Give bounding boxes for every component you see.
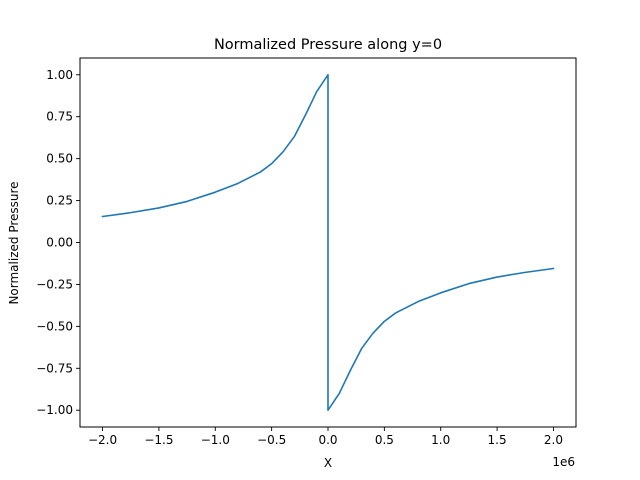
x-tick-label: −1.5 xyxy=(144,433,173,447)
y-tick-label: −0.25 xyxy=(36,277,73,291)
x-tick-label: 0.0 xyxy=(318,433,337,447)
x-tick-label: −0.5 xyxy=(257,433,286,447)
chart-title: Normalized Pressure along y=0 xyxy=(214,37,442,53)
y-tick-label: 1.00 xyxy=(46,68,73,82)
x-axis-label: X xyxy=(324,456,332,470)
y-tick-label: −1.00 xyxy=(36,403,73,417)
x-axis: −2.0 −1.5 −1.0 −0.5 0.0 0.5 1.0 1.5 2.0 xyxy=(88,427,563,447)
y-tick-label: 0.75 xyxy=(46,110,73,124)
y-tick-label: −0.75 xyxy=(36,361,73,375)
x-tick-label: −2.0 xyxy=(88,433,117,447)
y-axis-label: Normalized Pressure xyxy=(7,181,21,304)
y-tick-label: 0.50 xyxy=(46,152,73,166)
plot-area xyxy=(101,73,555,412)
x-tick-label: −1.0 xyxy=(201,433,230,447)
x-tick-label: 0.5 xyxy=(375,433,394,447)
y-tick-label: 0.25 xyxy=(46,194,73,208)
x-axis-offset-label: 1e6 xyxy=(552,455,575,469)
y-tick-label: −0.50 xyxy=(36,319,73,333)
x-tick-label: 2.0 xyxy=(544,433,563,447)
y-tick-label: 0.00 xyxy=(46,236,73,250)
x-tick-label: 1.5 xyxy=(488,433,507,447)
y-axis: 1.00 0.75 0.50 0.25 0.00 −0.25 −0.50 −0.75 −1.00 xyxy=(36,68,80,417)
series-line-0 xyxy=(101,73,555,412)
x-tick-label: 1.0 xyxy=(431,433,450,447)
